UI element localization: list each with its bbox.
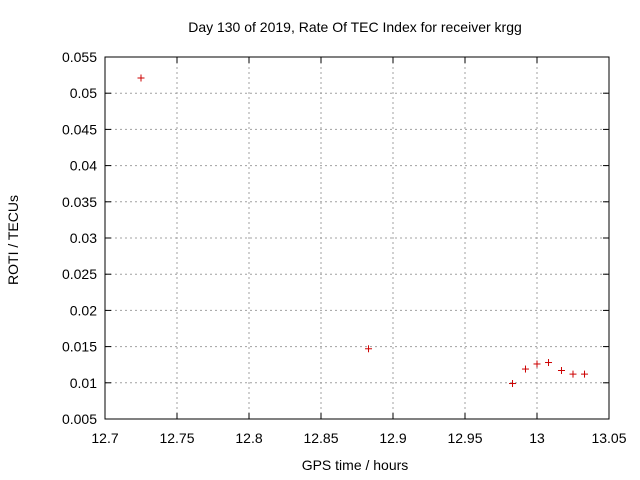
x-tick-label: 12.7 (91, 430, 118, 446)
y-tick-label: 0.03 (70, 230, 97, 246)
data-point (557, 366, 565, 374)
x-tick-label: 12.8 (235, 430, 262, 446)
grid-lines (105, 57, 609, 419)
data-points (137, 74, 589, 388)
y-tick-label: 0.035 (62, 194, 97, 210)
y-tick-label: 0.025 (62, 266, 97, 282)
x-tick-label: 12.75 (159, 430, 194, 446)
y-tick-label: 0.05 (70, 85, 97, 101)
data-point (581, 370, 589, 378)
data-point (509, 380, 517, 388)
data-point (569, 370, 577, 378)
x-axis-label: GPS time / hours (302, 457, 409, 473)
x-tick-labels: 12.7 12.75 12.8 12.85 12.9 12.95 13 13.05 (91, 430, 626, 446)
data-point (137, 74, 145, 82)
y-tick-label: 0.005 (62, 411, 97, 427)
x-tick-label: 12.85 (303, 430, 338, 446)
data-point (521, 365, 529, 373)
x-tick-label: 12.95 (447, 430, 482, 446)
y-tick-label: 0.01 (70, 375, 97, 391)
y-tick-label: 0.055 (62, 49, 97, 65)
y-tick-label: 0.02 (70, 302, 97, 318)
plot-border (104, 56, 610, 420)
x-tick-label: 13.05 (591, 430, 626, 446)
chart-title: Day 130 of 2019, Rate Of TEC Index for r… (188, 19, 522, 35)
x-tick-label: 13 (529, 430, 545, 446)
y-tick-labels: 0.005 0.01 0.015 0.02 0.025 0.03 0.035 0.04 0.04… (62, 49, 97, 427)
y-axis-label: ROTI / TECUs (5, 195, 21, 285)
data-point (545, 359, 553, 367)
x-tick-label: 12.9 (379, 430, 406, 446)
y-tick-label: 0.045 (62, 121, 97, 137)
data-point (365, 345, 373, 353)
data-point (533, 360, 541, 368)
y-tick-label: 0.015 (62, 339, 97, 355)
y-tick-label: 0.04 (70, 158, 97, 174)
